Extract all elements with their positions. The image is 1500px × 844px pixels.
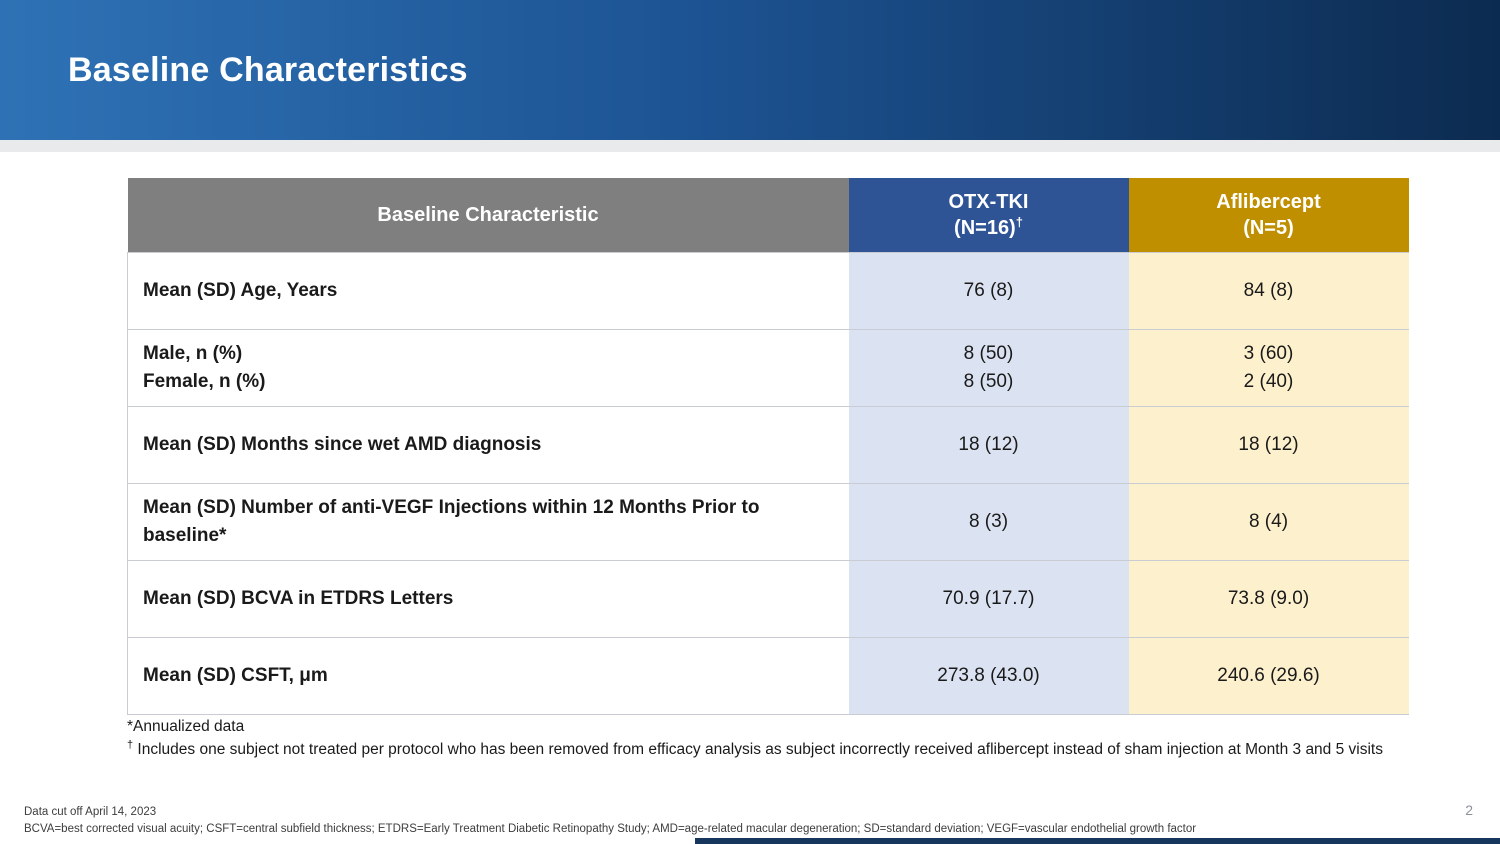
otx-value: 8 (50) 8 (50) — [848, 328, 1129, 406]
banner-divider-strip — [0, 140, 1500, 152]
baseline-characteristics-table: Baseline Characteristic OTX-TKI (N=16)† … — [127, 178, 1409, 715]
otx-value: 76 (8) — [848, 251, 1129, 329]
page-number: 2 — [1465, 802, 1473, 818]
otx-value: 18 (12) — [848, 405, 1129, 483]
dagger-symbol: † — [127, 738, 134, 751]
table-row: Mean (SD) CSFT, μm 273.8 (43.0) 240.6 (2… — [127, 636, 1409, 715]
aflibercept-value: 84 (8) — [1128, 251, 1409, 329]
aflibercept-value: 3 (60) 2 (40) — [1128, 328, 1409, 406]
table-header-row: Baseline Characteristic OTX-TKI (N=16)† … — [127, 178, 1409, 252]
row-label: Male, n (%) Female, n (%) — [127, 328, 849, 406]
aflibercept-name: Aflibercept — [1216, 190, 1321, 213]
table-row: Mean (SD) Months since wet AMD diagnosis… — [127, 405, 1409, 483]
otx-name: OTX-TKI — [948, 190, 1029, 213]
table-row: Mean (SD) BCVA in ETDRS Letters 70.9 (17… — [127, 559, 1409, 637]
table-row: Mean (SD) Age, Years 76 (8) 84 (8) — [127, 251, 1409, 329]
aflibercept-n: (N=5) — [1243, 216, 1294, 239]
data-cutoff-text: Data cut off April 14, 2023 — [24, 806, 157, 818]
otx-value: 273.8 (43.0) — [848, 636, 1129, 715]
table-footnotes: *Annualized data † Includes one subject … — [127, 716, 1417, 761]
otx-dagger-superscript: † — [1015, 214, 1023, 230]
table-row: Male, n (%) Female, n (%) 8 (50) 8 (50) … — [127, 328, 1409, 406]
row-label: Mean (SD) BCVA in ETDRS Letters — [127, 559, 849, 637]
baseline-table-container: Baseline Characteristic OTX-TKI (N=16)† … — [127, 178, 1409, 715]
row-label: Mean (SD) CSFT, μm — [127, 636, 849, 715]
row-label: Mean (SD) Number of anti-VEGF Injections… — [127, 482, 849, 560]
column-header-otx-tki: OTX-TKI (N=16)† — [848, 178, 1129, 252]
page-title: Baseline Characteristics — [68, 50, 468, 89]
dagger-text: Includes one subject not treated per pro… — [133, 740, 1383, 758]
aflibercept-value: 73.8 (9.0) — [1128, 559, 1409, 637]
footnote-asterisk: *Annualized data — [127, 718, 245, 735]
otx-value: 8 (3) — [848, 482, 1129, 560]
column-header-aflibercept: Aflibercept (N=5) — [1128, 178, 1409, 252]
row-label: Mean (SD) Age, Years — [127, 251, 849, 329]
footnote-dagger: † Includes one subject not treated per p… — [127, 738, 1417, 761]
bottom-accent-bar — [695, 838, 1500, 844]
otx-n: (N=16) — [954, 216, 1016, 239]
row-label: Mean (SD) Months since wet AMD diagnosis — [127, 405, 849, 483]
column-header-characteristic: Baseline Characteristic — [127, 178, 849, 252]
aflibercept-value: 8 (4) — [1128, 482, 1409, 560]
table-row: Mean (SD) Number of anti-VEGF Injections… — [127, 482, 1409, 560]
aflibercept-value: 18 (12) — [1128, 405, 1409, 483]
otx-value: 70.9 (17.7) — [848, 559, 1129, 637]
slide-footer: Data cut off April 14, 2023 BCVA=best co… — [24, 804, 1224, 837]
aflibercept-value: 240.6 (29.6) — [1128, 636, 1409, 715]
title-banner: Baseline Characteristics — [0, 0, 1500, 140]
abbreviations-text: BCVA=best corrected visual acuity; CSFT=… — [24, 822, 1197, 835]
